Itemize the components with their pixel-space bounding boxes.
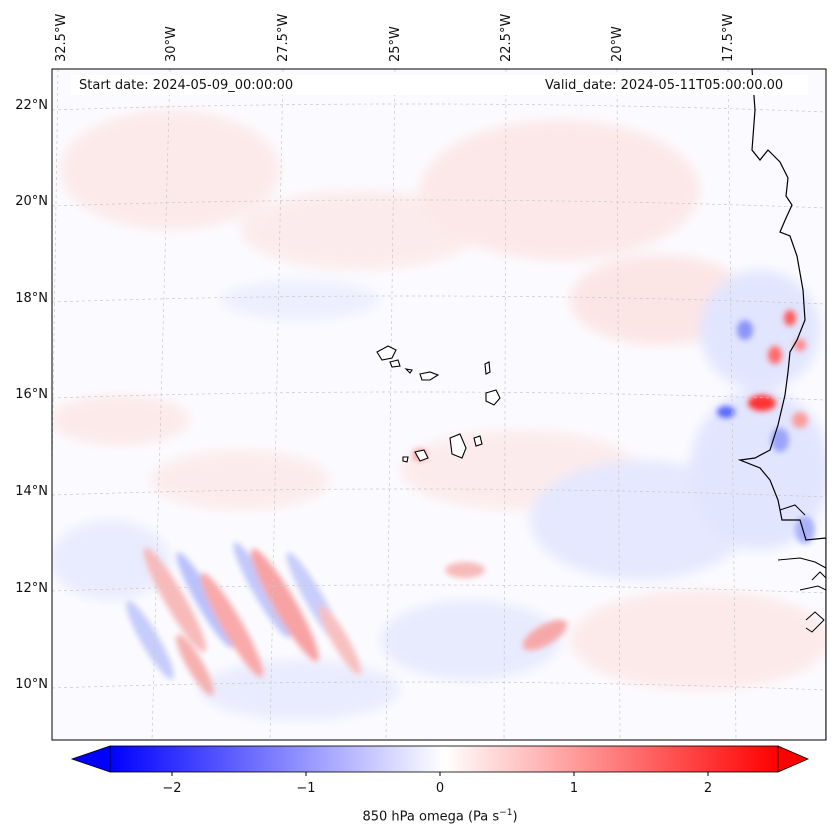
africa-coastline: [737, 69, 826, 740]
lat-label-10n: 10°N: [15, 677, 48, 692]
colorbar-tick: 1: [569, 781, 579, 796]
colorbar-tick: −2: [162, 781, 182, 796]
colorbar-label: 850 hPa omega (Pa s−1): [362, 808, 517, 824]
cape-verde-islands: [376, 345, 501, 463]
colorbar-label-text: 850 hPa omega (Pa s: [362, 809, 500, 825]
lat-label-22n: 22°N: [15, 98, 48, 113]
colorbar-label-exponent: −1: [499, 808, 513, 818]
start-date-label: Start date: 2024-05-09_00:00:00: [79, 78, 294, 93]
colorbar-tick: 0: [435, 781, 445, 796]
info-banner: [71, 75, 808, 95]
lat-label-14n: 14°N: [15, 484, 48, 499]
lat-label-12n: 12°N: [15, 581, 48, 596]
colorbar-tick: 2: [703, 781, 713, 796]
valid-date-label: Valid_date: 2024-05-11T05:00:00.00: [545, 78, 784, 93]
colorbar-tick: −1: [296, 781, 316, 796]
lat-label-18n: 18°N: [15, 291, 48, 306]
colorbar-label-close: ): [512, 809, 518, 825]
lat-label-16n: 16°N: [15, 387, 48, 402]
colorbar: [70, 745, 810, 776]
lat-label-20n: 20°N: [15, 194, 48, 209]
